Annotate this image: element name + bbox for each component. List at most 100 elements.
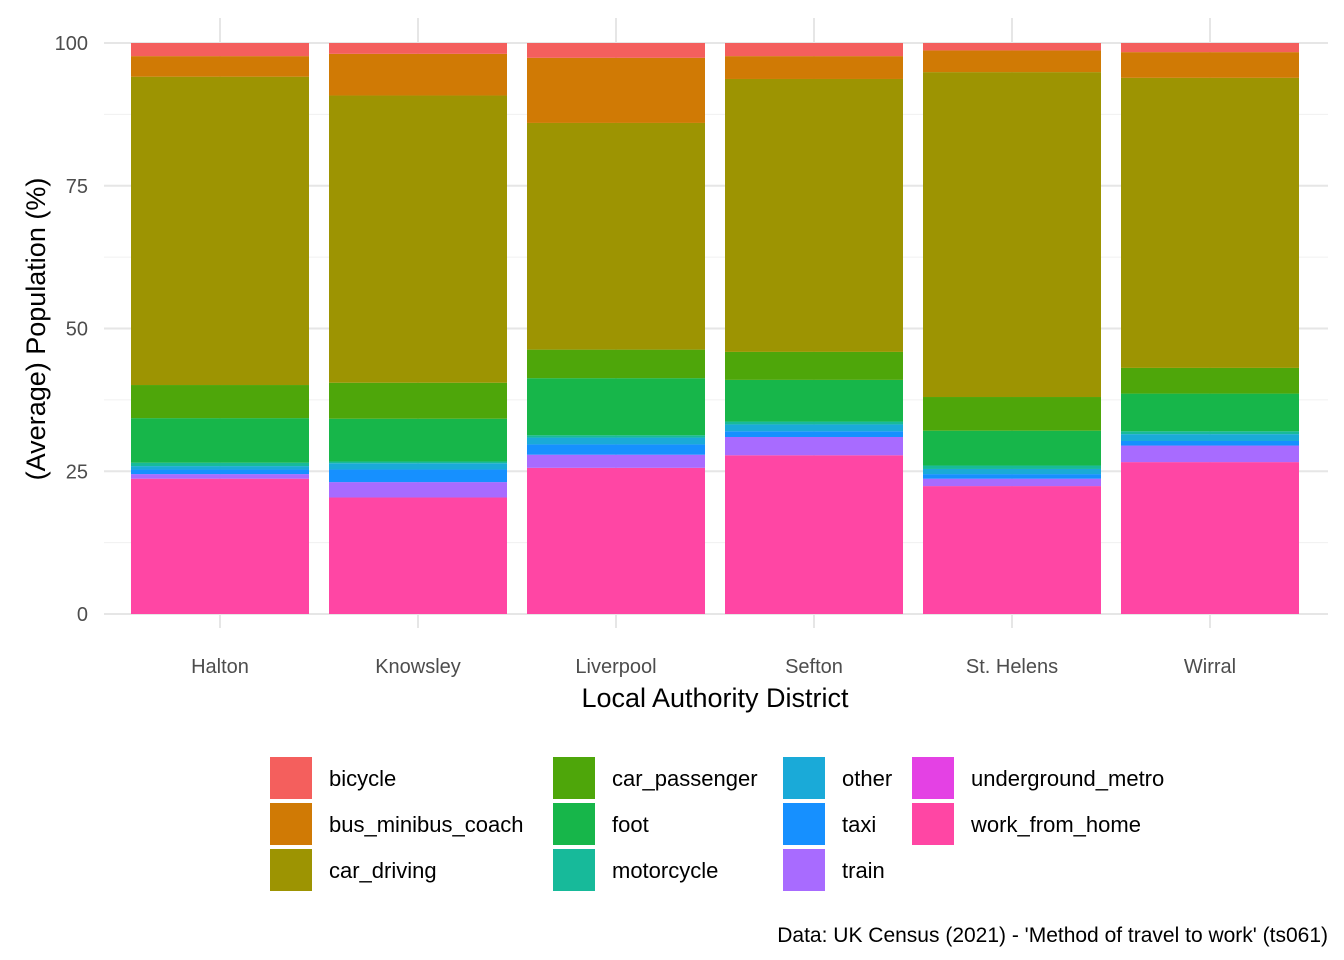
legend-label: foot bbox=[612, 812, 649, 837]
bar-stack-st-helens bbox=[923, 43, 1101, 614]
bar-segment-other bbox=[131, 466, 309, 470]
bar-segment-taxi bbox=[1121, 440, 1299, 446]
bar-segment-motorcycle bbox=[527, 435, 705, 438]
bar-segment-bicycle bbox=[131, 43, 309, 57]
y-axis-ticks: 0 25 50 75 100 bbox=[55, 33, 88, 626]
bar-segment-car_passenger bbox=[725, 351, 903, 380]
bar-segment-taxi bbox=[923, 474, 1101, 479]
bar-segment-taxi bbox=[527, 444, 705, 455]
bar-segment-work_from_home bbox=[1121, 462, 1299, 614]
legend-label: underground_metro bbox=[971, 766, 1164, 791]
legend-key bbox=[270, 803, 312, 845]
legend-key bbox=[783, 757, 825, 799]
legend-item-car_driving: car_driving bbox=[270, 849, 437, 891]
bar-segment-car_passenger bbox=[329, 382, 507, 419]
legend-key bbox=[270, 757, 312, 799]
bar-segment-train bbox=[725, 436, 903, 456]
bar-segment-foot bbox=[329, 418, 507, 462]
legend-item-foot: foot bbox=[553, 803, 649, 845]
bar-segment-work_from_home bbox=[329, 497, 507, 614]
legend-item-underground_metro: underground_metro bbox=[912, 757, 1164, 799]
legend-label: bus_minibus_coach bbox=[329, 812, 523, 837]
bar-segment-bus_minibus_coach bbox=[329, 53, 507, 96]
x-tick-label: Wirral bbox=[1184, 656, 1236, 678]
x-axis-ticks: Halton Knowsley Liverpool Sefton St. Helens W… bbox=[191, 656, 1236, 678]
bar-stack-liverpool bbox=[527, 43, 705, 614]
bar-segment-motorcycle bbox=[329, 461, 507, 464]
bar-segment-other bbox=[527, 437, 705, 445]
x-tick-label: Halton bbox=[191, 656, 249, 678]
bar-segment-work_from_home bbox=[923, 486, 1101, 614]
bar-segment-car_driving bbox=[725, 78, 903, 352]
legend-label: taxi bbox=[842, 812, 876, 837]
bar-segment-bus_minibus_coach bbox=[1121, 52, 1299, 78]
legend-key bbox=[553, 757, 595, 799]
bar-segment-car_driving bbox=[527, 122, 705, 350]
y-tick-label: 75 bbox=[66, 176, 88, 198]
x-tick-label: Sefton bbox=[785, 656, 843, 678]
bar-segment-motorcycle bbox=[725, 421, 903, 425]
bar-segment-train bbox=[329, 482, 507, 498]
legend-item-taxi: taxi bbox=[783, 803, 876, 845]
y-axis-title: (Average) Population (%) bbox=[21, 178, 51, 481]
bar-segment-other bbox=[923, 468, 1101, 475]
bar-segment-taxi bbox=[725, 431, 903, 437]
bar-stack-wirral bbox=[1121, 43, 1299, 614]
legend-key bbox=[912, 803, 954, 845]
legend: bicycle bus_minibus_coach car_driving car_p… bbox=[270, 757, 1164, 891]
bar-segment-car_driving bbox=[329, 95, 507, 383]
legend-label: motorcycle bbox=[612, 858, 718, 883]
legend-item-bicycle: bicycle bbox=[270, 757, 396, 799]
bar-segment-train bbox=[131, 474, 309, 479]
bar-segment-other bbox=[329, 463, 507, 470]
bars bbox=[131, 43, 1299, 614]
bar-segment-work_from_home bbox=[131, 478, 309, 614]
y-tick-label: 25 bbox=[66, 461, 88, 483]
bar-segment-foot bbox=[923, 430, 1101, 466]
bar-segment-bicycle bbox=[1121, 43, 1299, 53]
bar-segment-motorcycle bbox=[131, 462, 309, 467]
bar-segment-bus_minibus_coach bbox=[725, 56, 903, 79]
bar-segment-car_passenger bbox=[131, 385, 309, 419]
legend-label: train bbox=[842, 858, 885, 883]
bar-segment-work_from_home bbox=[725, 455, 903, 614]
bar-segment-other bbox=[1121, 434, 1299, 441]
legend-item-work_from_home: work_from_home bbox=[912, 803, 1141, 845]
bar-segment-bicycle bbox=[527, 43, 705, 58]
bar-segment-foot bbox=[131, 418, 309, 463]
caption: Data: UK Census (2021) - 'Method of trav… bbox=[777, 924, 1328, 947]
bar-segment-foot bbox=[725, 379, 903, 422]
bar-stack-halton bbox=[131, 43, 309, 614]
legend-key bbox=[912, 757, 954, 799]
bar-stack-sefton bbox=[725, 43, 903, 614]
bar-segment-bus_minibus_coach bbox=[527, 57, 705, 123]
x-tick-label: Knowsley bbox=[375, 656, 461, 678]
bar-segment-foot bbox=[1121, 393, 1299, 432]
bar-segment-bus_minibus_coach bbox=[131, 56, 309, 77]
y-tick-label: 0 bbox=[77, 604, 88, 626]
bar-segment-bicycle bbox=[923, 43, 1101, 51]
legend-item-other: other bbox=[783, 757, 892, 799]
y-tick-label: 100 bbox=[55, 33, 88, 55]
bar-segment-train bbox=[923, 478, 1101, 487]
bar-segment-other bbox=[725, 424, 903, 432]
legend-item-bus_minibus_coach: bus_minibus_coach bbox=[270, 803, 523, 845]
x-axis-title: Local Authority District bbox=[581, 683, 849, 713]
legend-key bbox=[553, 803, 595, 845]
legend-item-train: train bbox=[783, 849, 885, 891]
bar-segment-car_driving bbox=[1121, 77, 1299, 368]
legend-item-motorcycle: motorcycle bbox=[553, 849, 718, 891]
bar-segment-car_passenger bbox=[1121, 367, 1299, 394]
x-tick-label: St. Helens bbox=[966, 656, 1058, 678]
legend-label: car_passenger bbox=[612, 766, 758, 791]
bar-segment-car_driving bbox=[131, 76, 309, 386]
bar-stack-knowsley bbox=[329, 43, 507, 614]
bar-segment-car_driving bbox=[923, 72, 1101, 398]
legend-key bbox=[553, 849, 595, 891]
bar-segment-foot bbox=[527, 378, 705, 436]
bar-segment-motorcycle bbox=[923, 465, 1101, 469]
bar-segment-train bbox=[1121, 445, 1299, 463]
x-tick-label: Liverpool bbox=[575, 656, 656, 678]
bar-segment-car_passenger bbox=[527, 349, 705, 379]
